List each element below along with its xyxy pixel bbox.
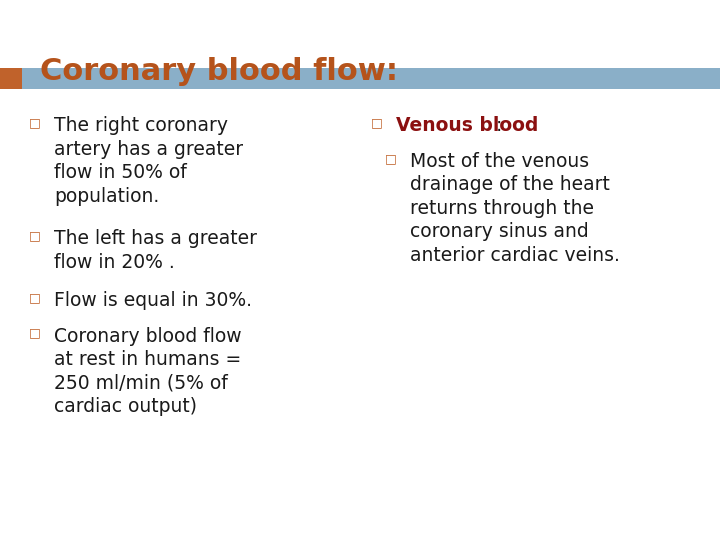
Text: :: : (495, 116, 502, 135)
Text: □: □ (29, 327, 40, 340)
Text: □: □ (29, 291, 40, 304)
Text: Venous blood: Venous blood (396, 116, 539, 135)
Text: □: □ (371, 116, 382, 129)
Text: □: □ (385, 152, 397, 165)
Text: □: □ (29, 230, 40, 242)
Text: The left has a greater
flow in 20% .: The left has a greater flow in 20% . (54, 230, 257, 272)
Text: □: □ (29, 116, 40, 129)
Text: Coronary blood flow
at rest in humans =
250 ml/min (5% of
cardiac output): Coronary blood flow at rest in humans = … (54, 327, 242, 416)
Text: The right coronary
artery has a greater
flow in 50% of
population.: The right coronary artery has a greater … (54, 116, 243, 206)
Text: Flow is equal in 30%.: Flow is equal in 30%. (54, 291, 252, 310)
Text: Most of the venous
drainage of the heart
returns through the
coronary sinus and
: Most of the venous drainage of the heart… (410, 152, 620, 265)
Text: Coronary blood flow:: Coronary blood flow: (40, 57, 397, 86)
